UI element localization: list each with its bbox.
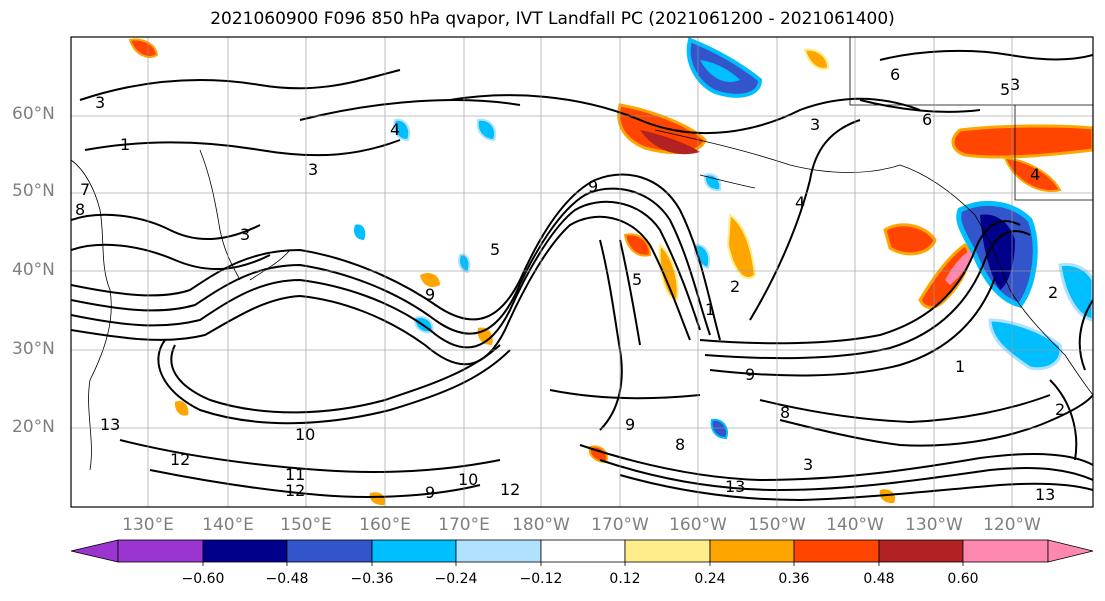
contour-label: 13 bbox=[725, 477, 745, 496]
contour-label: 12 bbox=[285, 481, 305, 500]
colorbar-swatch bbox=[793, 539, 880, 563]
colorbar-swatch bbox=[117, 539, 204, 563]
contour-label: 11 bbox=[285, 465, 305, 484]
contour-label: 9 bbox=[425, 285, 435, 304]
contour-label: 10 bbox=[458, 470, 478, 489]
contour-label: 5 bbox=[490, 240, 500, 259]
contour-label: 9 bbox=[745, 365, 755, 384]
map-title: 2021060900 F096 850 hPa qvapor, IVT Land… bbox=[210, 9, 895, 29]
lon-label: 130°W bbox=[905, 515, 963, 535]
contour-labels: 3 3 1 7 8 5 5 4 3 9 9 1 3 2 4 13 12 10 1… bbox=[75, 65, 1065, 504]
colorbar-swatch bbox=[709, 539, 795, 563]
lon-label: 130°E bbox=[122, 515, 174, 535]
lon-label: 160°W bbox=[669, 515, 727, 535]
contour-label: 9 bbox=[625, 415, 635, 434]
contour-label: 6 bbox=[890, 65, 900, 84]
lon-label: 120°W bbox=[983, 515, 1041, 535]
lat-label: 40°N bbox=[12, 260, 55, 280]
contour-label: 13 bbox=[1035, 485, 1055, 504]
gridlines bbox=[71, 37, 1093, 507]
colorbar-tick-label: 0.60 bbox=[947, 571, 979, 587]
colorbar-tick-label: −0.24 bbox=[434, 571, 478, 587]
lon-label: 150°E bbox=[280, 515, 332, 535]
colorbar-tick-label: −0.60 bbox=[181, 571, 225, 587]
coastlines bbox=[71, 37, 1093, 471]
contour-label: 9 bbox=[588, 177, 598, 196]
colorbar-swatch bbox=[540, 539, 626, 563]
lon-label: 140°E bbox=[202, 515, 254, 535]
contour-label: 4 bbox=[795, 193, 805, 212]
colorbar-extend-high bbox=[1047, 539, 1094, 563]
map-background bbox=[71, 37, 1093, 507]
contour-label: 4 bbox=[1030, 165, 1040, 184]
contour-label: 1 bbox=[955, 357, 965, 376]
colorbar-tick-label: 0.12 bbox=[609, 571, 641, 587]
contour-label: 8 bbox=[675, 435, 685, 454]
colorbar bbox=[70, 539, 1094, 566]
contour-label: 3 bbox=[240, 225, 250, 244]
contour-label: 4 bbox=[390, 120, 400, 139]
colorbar-swatch bbox=[878, 539, 964, 563]
contour-lines bbox=[71, 49, 1093, 502]
lon-label: 170°E bbox=[438, 515, 490, 535]
lat-label: 30°N bbox=[12, 339, 55, 359]
contour-label: 3 bbox=[95, 93, 105, 112]
lat-label: 50°N bbox=[12, 181, 55, 201]
lon-label: 150°W bbox=[748, 515, 806, 535]
contour-label: 12 bbox=[500, 480, 520, 499]
contour-label: 9 bbox=[425, 483, 435, 502]
contour-label: 5 bbox=[632, 270, 642, 289]
colorbar-tick-label: 0.36 bbox=[778, 571, 810, 587]
colorbar-tick-label: 0.48 bbox=[863, 571, 895, 587]
contour-label: 8 bbox=[780, 403, 790, 422]
colorbar-swatch bbox=[455, 539, 542, 563]
colorbar-tick-label: 0.24 bbox=[694, 571, 726, 587]
colorbar-swatch bbox=[202, 539, 288, 563]
lon-label: 180°W bbox=[512, 515, 570, 535]
contour-label: 2 bbox=[730, 277, 740, 296]
contour-label: 3 bbox=[1010, 75, 1020, 94]
colorbar-swatch bbox=[371, 539, 457, 563]
colorbar-tick-label: −0.36 bbox=[350, 571, 394, 587]
contour-label: 13 bbox=[100, 415, 120, 434]
contour-label: 12 bbox=[170, 450, 190, 469]
contour-label: 3 bbox=[810, 115, 820, 134]
contour-label: 3 bbox=[803, 455, 813, 474]
contour-label: 3 bbox=[308, 160, 318, 179]
colorbar-extend-low bbox=[70, 539, 119, 563]
colorbar-tick-label: −0.48 bbox=[265, 571, 309, 587]
colorbar-swatch bbox=[624, 539, 711, 563]
colorbar-tick-label: −0.12 bbox=[519, 571, 563, 587]
contour-label: 7 bbox=[80, 180, 90, 199]
lat-label: 20°N bbox=[12, 417, 55, 437]
contour-label: 2 bbox=[1048, 283, 1058, 302]
contour-label: 8 bbox=[75, 200, 85, 219]
contour-label: 10 bbox=[295, 425, 315, 444]
lon-label: 160°E bbox=[359, 515, 411, 535]
lat-label: 60°N bbox=[12, 104, 55, 124]
map-panel: 3 3 1 7 8 5 5 4 3 9 9 1 3 2 4 13 12 10 1… bbox=[70, 36, 1094, 508]
lon-label: 170°W bbox=[591, 515, 649, 535]
contour-label: 5 bbox=[1000, 80, 1010, 99]
contour-label: 1 bbox=[120, 135, 130, 154]
colorbar-swatch bbox=[286, 539, 373, 563]
map-border bbox=[70, 36, 1094, 508]
contour-label: 6 bbox=[922, 110, 932, 129]
contour-label: 1 bbox=[705, 300, 715, 319]
contour-label: 2 bbox=[1055, 400, 1065, 419]
colorbar-swatch bbox=[962, 539, 1049, 563]
lon-label: 140°W bbox=[826, 515, 884, 535]
